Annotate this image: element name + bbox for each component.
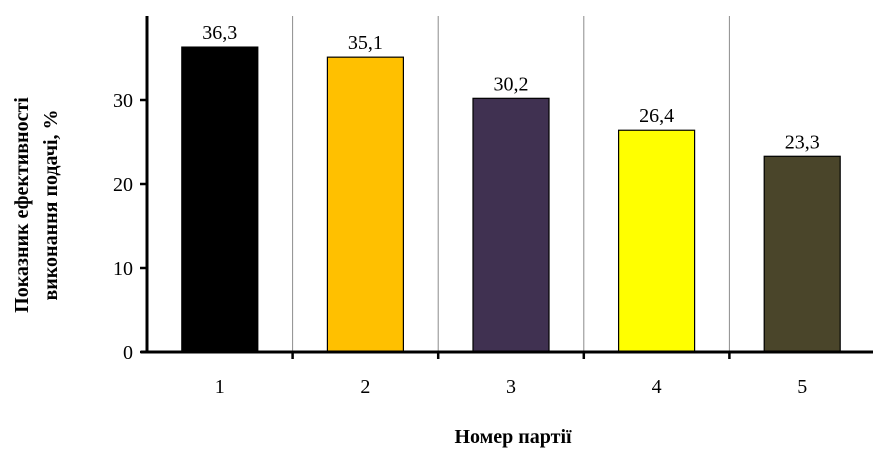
y-tick-label: 20 [113,174,133,196]
x-axis-title: Номер партії [454,426,572,448]
bar [181,46,259,353]
y-tick-label: 10 [113,258,133,280]
data-label: 35,1 [348,32,383,54]
bar [617,129,696,353]
bar [472,97,550,353]
data-label: 23,3 [785,131,820,153]
data-label: 36,3 [202,22,237,44]
y-axis-title-line-2: виконання подачі, % [40,109,62,300]
category-gridlines [292,16,730,352]
data-label: 30,2 [494,73,529,95]
x-ticks: 1 2 3 4 5 [215,352,807,398]
y-axis-title: Показник ефективності виконання подачі, … [11,97,62,313]
bar [326,56,404,353]
x-tick-label: 3 [506,376,516,398]
x-tick-label: 1 [215,376,225,398]
y-tick-label: 0 [123,342,133,364]
y-tick-label: 30 [113,90,133,112]
x-tick-label: 5 [797,376,807,398]
y-axis-title-line-1: Показник ефективності [11,97,33,313]
y-ticks: 0 10 20 30 [113,90,147,364]
data-labels: 36,3 35,1 30,2 26,4 23,3 [202,22,819,153]
x-tick-label: 4 [652,376,662,398]
data-label: 26,4 [639,105,674,127]
bar [763,155,841,353]
x-tick-label: 2 [360,376,370,398]
